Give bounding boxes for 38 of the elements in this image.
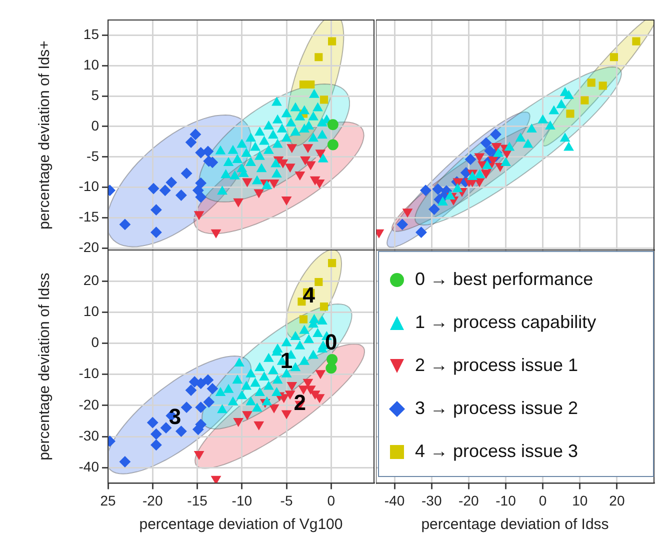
y-tick-label: 0 bbox=[91, 334, 100, 350]
x-tick-label: -40 bbox=[384, 492, 405, 508]
y-tick-label: -10 bbox=[78, 178, 100, 194]
y-tick-label: 10 bbox=[83, 56, 100, 72]
x-tick-label: -20 bbox=[142, 492, 163, 508]
x-tick-label: -10 bbox=[496, 492, 516, 508]
x-tick-label: -5 bbox=[280, 492, 293, 508]
x-tick-label: 0 bbox=[538, 492, 547, 508]
legend-label: 1 → process capability bbox=[415, 312, 596, 333]
y-tick-label: -30 bbox=[78, 427, 100, 444]
x-tick-label: 20 bbox=[609, 492, 625, 508]
legend-label: 2 → process issue 1 bbox=[415, 355, 578, 376]
x-tick-label: -20 bbox=[458, 492, 479, 508]
y-tick-label: -20 bbox=[78, 396, 100, 412]
y-tick-label: 20 bbox=[83, 272, 100, 288]
legend-label: 4 → process issue 3 bbox=[415, 441, 578, 462]
y-tick-label: 10 bbox=[83, 303, 100, 320]
x-tick-label: 25 bbox=[100, 492, 116, 508]
y-tick-label: 5 bbox=[91, 86, 100, 103]
x-tick-label: -15 bbox=[187, 492, 208, 508]
y-tick-label: -15 bbox=[78, 208, 100, 225]
annotation: 0 bbox=[325, 329, 338, 354]
y-tick-label: 15 bbox=[83, 26, 100, 42]
y-tick-label: -5 bbox=[86, 148, 100, 164]
y-tick-label: -20 bbox=[78, 239, 100, 256]
y-tick-label: -40 bbox=[78, 458, 100, 475]
x-tick-label: 0 bbox=[327, 492, 336, 508]
x-tick-label: 10 bbox=[572, 492, 588, 508]
y-tick-label: 0 bbox=[91, 117, 100, 134]
y-tick-label: -10 bbox=[78, 365, 100, 382]
y-axis-title: percentage deviation of Ids+ bbox=[36, 40, 54, 230]
x-tick-label: -10 bbox=[232, 492, 252, 508]
x-tick-label: -30 bbox=[421, 492, 442, 508]
legend-label: 3 → process issue 2 bbox=[415, 398, 578, 419]
legend-label: 0 → best performance bbox=[415, 269, 594, 290]
x-axis-title: percentage deviation of Vg100 bbox=[139, 516, 343, 534]
x-axis-title: percentage deviation of Idss bbox=[421, 516, 609, 534]
y-axis-title: percentage deviation of Idss bbox=[36, 272, 54, 460]
